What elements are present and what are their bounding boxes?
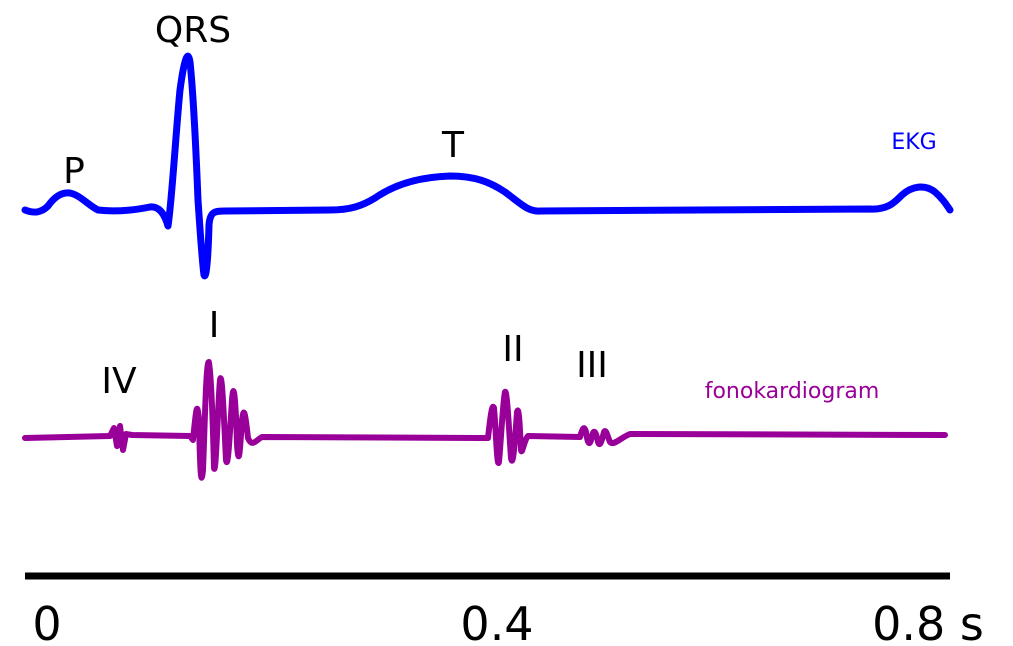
p-wave-label: P	[63, 151, 85, 192]
third-heart-sound-label: III	[576, 345, 608, 386]
fourth-heart-sound-label: IV	[101, 361, 137, 402]
t-wave-label: T	[441, 125, 465, 166]
time-tick-label: 0	[32, 597, 61, 646]
time-tick-label: 0.8 s	[872, 597, 984, 646]
first-heart-sound-label: I	[209, 305, 220, 346]
ekg-trace-label: EKG	[891, 130, 936, 155]
time-tick-label: 0.4	[460, 597, 533, 646]
qrs-complex-label: QRS	[155, 10, 231, 51]
second-heart-sound-label: II	[502, 329, 523, 370]
phonocardiogram-trace-label: fonokardiogram	[705, 379, 880, 404]
phonocardiogram-trace	[22, 358, 948, 481]
ekg-trace	[21, 52, 954, 280]
